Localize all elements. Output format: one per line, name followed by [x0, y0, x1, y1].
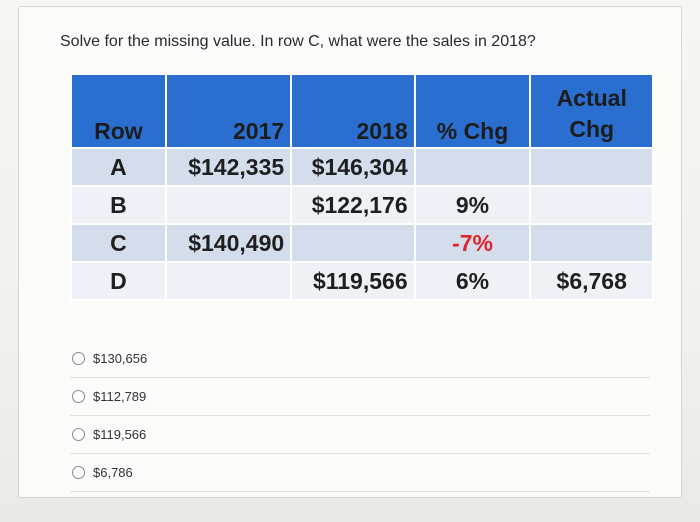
cell-2018: $146,304	[290, 147, 416, 187]
answer-option-label: $119,566	[93, 427, 147, 442]
table-row: A $142,335 $146,304	[70, 147, 654, 187]
table-row: C $140,490 -7%	[70, 223, 654, 263]
cell-actual-chg	[529, 147, 654, 187]
cell-actual-chg	[529, 185, 654, 225]
cell-pct-chg: 6%	[413, 261, 532, 301]
cell-actual-chg: $6,768	[529, 261, 654, 301]
question-text: Solve for the missing value. In row C, w…	[60, 33, 536, 50]
cell-row: D	[70, 261, 167, 301]
cell-row: A	[70, 147, 167, 187]
header-actual-line2: Chg	[569, 116, 615, 142]
table-row: B $122,176 9%	[70, 185, 654, 225]
answer-option-label: $130,656	[93, 351, 148, 366]
cell-actual-chg	[529, 223, 654, 263]
radio-button[interactable]	[72, 390, 85, 403]
header-actual-line1: Actual	[556, 85, 627, 111]
radio-button[interactable]	[72, 466, 85, 479]
answer-options: $130,656 $112,789 $119,566 $6,786	[70, 340, 650, 492]
cell-2017: $140,490	[164, 223, 293, 263]
data-table-container: Row 2017 2018 % Chg Actual Chg A $142,33…	[70, 73, 654, 301]
cell-2017	[164, 261, 293, 301]
radio-button[interactable]	[72, 352, 85, 365]
cell-2018	[290, 223, 416, 263]
answer-option-label: $112,789	[93, 389, 147, 404]
cell-pct-chg: 9%	[413, 185, 532, 225]
answer-option[interactable]: $130,656	[70, 340, 650, 378]
header-actual-chg: Actual Chg	[529, 73, 654, 149]
table-header-row: Row 2017 2018 % Chg Actual Chg	[70, 73, 654, 149]
header-row: Row	[70, 73, 167, 149]
answer-option[interactable]: $119,566	[70, 416, 650, 454]
cell-row: B	[70, 185, 167, 225]
cell-2018: $119,566	[290, 261, 416, 301]
cell-pct-chg: -7%	[413, 223, 532, 263]
cell-pct-chg	[413, 147, 532, 187]
cell-row: C	[70, 223, 167, 263]
cell-2018: $122,176	[290, 185, 416, 225]
table-row: D $119,566 6% $6,768	[70, 261, 654, 301]
cell-2017: $142,335	[164, 147, 293, 187]
radio-button[interactable]	[72, 428, 85, 441]
answer-option[interactable]: $112,789	[70, 378, 650, 416]
header-2017: 2017	[164, 73, 293, 149]
answer-option[interactable]: $6,786	[70, 454, 650, 492]
answer-option-label: $6,786	[93, 465, 133, 480]
header-pct-chg: % Chg	[413, 73, 532, 149]
header-2018: 2018	[290, 73, 416, 149]
cell-2017	[164, 185, 293, 225]
data-table: Row 2017 2018 % Chg Actual Chg A $142,33…	[70, 73, 654, 301]
